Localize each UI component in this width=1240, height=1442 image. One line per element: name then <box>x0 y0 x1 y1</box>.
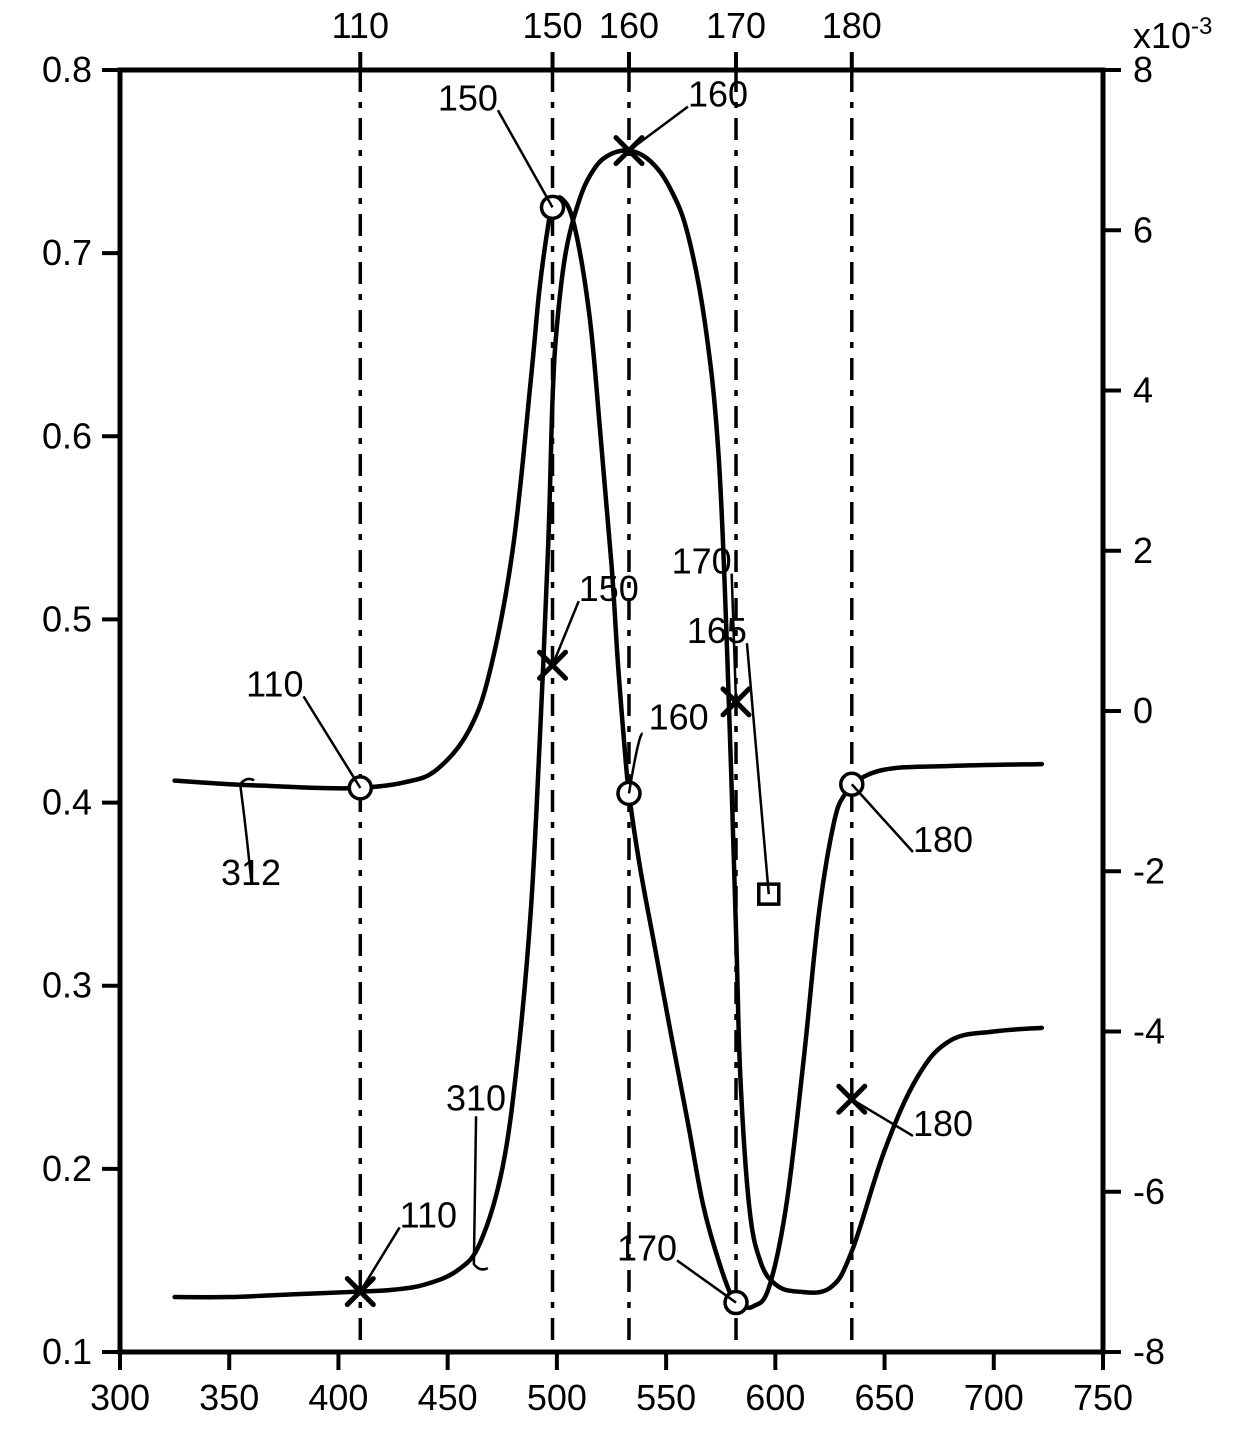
leader-line <box>629 107 688 151</box>
annotation-label: 110 <box>246 663 303 704</box>
left-tick-label: 0.5 <box>42 598 92 639</box>
bottom-tick-label: 600 <box>745 1377 805 1418</box>
top-tick-label: 110 <box>332 5 389 46</box>
left-tick-label: 0.2 <box>42 1148 92 1189</box>
annotation-label: 312 <box>221 852 281 893</box>
right-tick-label: 0 <box>1133 690 1153 731</box>
bottom-tick-label: 400 <box>308 1377 368 1418</box>
right-tick-label: -2 <box>1133 850 1165 891</box>
right-tick-label: 2 <box>1133 530 1153 571</box>
annotation-label: 170 <box>617 1227 677 1268</box>
right-tick-label: 6 <box>1133 209 1153 250</box>
left-tick-label: 0.4 <box>42 782 92 823</box>
top-tick-label: 170 <box>706 5 766 46</box>
bottom-tick-label: 500 <box>527 1377 587 1418</box>
right-tick-label: -4 <box>1133 1011 1165 1052</box>
left-tick-label: 0.8 <box>42 49 92 90</box>
curve-310 <box>175 150 1042 1297</box>
leader-line <box>498 110 553 207</box>
right-tick-label: -8 <box>1133 1331 1165 1372</box>
leader-line <box>852 784 913 852</box>
annotation-label: 160 <box>649 696 709 737</box>
leader-line <box>747 643 769 894</box>
bottom-tick-label: 550 <box>636 1377 696 1418</box>
dual-axis-chart: 300 350 400 450 500 550 600 650 700 750 0.1 0.2 0.3 0… <box>0 0 1240 1442</box>
left-tick-label: 0.6 <box>42 415 92 456</box>
left-tick-label: 0.1 <box>42 1331 92 1372</box>
annotation-label: 165 <box>687 610 747 651</box>
curve-312 <box>175 197 1042 1307</box>
annotation-label: 150 <box>438 77 498 118</box>
right-axis-exponent: x10-3 <box>1133 13 1212 56</box>
annotation-label: 310 <box>446 1077 506 1118</box>
left-tick-label: 0.3 <box>42 965 92 1006</box>
annotation-label: 110 <box>400 1194 457 1235</box>
annotation-label: 150 <box>579 568 639 609</box>
bottom-tick-label: 450 <box>418 1377 478 1418</box>
plot-frame <box>120 70 1103 1352</box>
svg-text:x10-3: x10-3 <box>1133 13 1212 56</box>
bottom-tick-label: 650 <box>855 1377 915 1418</box>
annotation-label: 180 <box>913 819 973 860</box>
left-tick-label: 0.7 <box>42 232 92 273</box>
top-tick-label: 160 <box>599 5 659 46</box>
bottom-tick-label: 300 <box>90 1377 150 1418</box>
right-tick-label: 4 <box>1133 370 1153 411</box>
annotation-label: 180 <box>913 1103 973 1144</box>
annotation-label: 170 <box>672 541 732 582</box>
annotation-label: 160 <box>688 74 748 115</box>
leader-line <box>360 1227 399 1291</box>
top-axis: 110 150 160 170 180 <box>332 5 882 70</box>
right-tick-label: -6 <box>1133 1171 1165 1212</box>
top-tick-label: 150 <box>522 5 582 46</box>
bottom-tick-label: 350 <box>199 1377 259 1418</box>
bottom-tick-label: 750 <box>1073 1377 1133 1418</box>
bottom-tick-label: 700 <box>964 1377 1024 1418</box>
leader-line <box>303 696 360 788</box>
top-tick-label: 180 <box>822 5 882 46</box>
